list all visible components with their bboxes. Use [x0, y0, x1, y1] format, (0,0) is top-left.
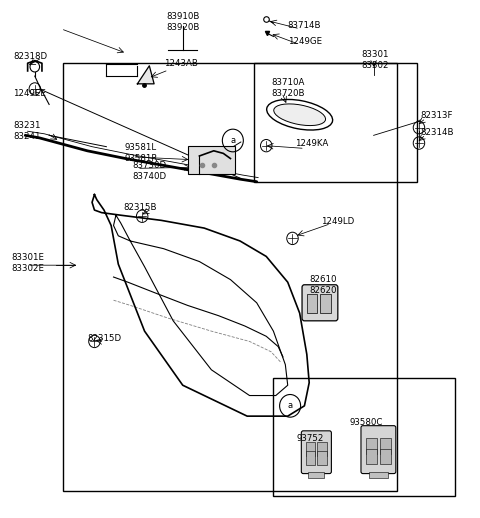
Bar: [317, 451, 327, 465]
Text: 93580C: 93580C: [350, 419, 383, 427]
Bar: [307, 294, 317, 313]
Bar: [306, 442, 315, 456]
Bar: [369, 471, 388, 478]
FancyBboxPatch shape: [301, 431, 331, 473]
Bar: [188, 146, 235, 174]
Bar: [380, 438, 391, 454]
Bar: [254, 63, 417, 182]
Text: 1249LD: 1249LD: [321, 218, 354, 226]
Ellipse shape: [274, 104, 325, 125]
Bar: [274, 378, 455, 496]
Text: a: a: [230, 136, 235, 145]
Text: 82318D: 82318D: [13, 52, 48, 61]
Text: 82610
82620: 82610 82620: [309, 275, 336, 295]
Bar: [366, 449, 377, 464]
Text: 1249EE: 1249EE: [13, 89, 46, 97]
FancyBboxPatch shape: [361, 426, 396, 473]
Text: 83730D
83740D: 83730D 83740D: [132, 162, 167, 181]
Bar: [306, 451, 315, 465]
Text: 82315D: 82315D: [87, 334, 121, 343]
Bar: [63, 63, 397, 491]
Text: 83231
83241: 83231 83241: [13, 121, 41, 141]
FancyBboxPatch shape: [302, 285, 338, 321]
Bar: [380, 449, 391, 464]
Bar: [366, 438, 377, 454]
Polygon shape: [137, 66, 154, 84]
Text: 83301E
83302E: 83301E 83302E: [11, 253, 44, 273]
Bar: [317, 442, 327, 456]
Text: 1243AB: 1243AB: [164, 59, 197, 68]
Text: 93752: 93752: [296, 434, 324, 443]
Text: 83714B: 83714B: [288, 21, 321, 30]
Text: 83910B
83920B: 83910B 83920B: [166, 12, 199, 32]
Text: 82313F: 82313F: [420, 111, 453, 120]
Text: a: a: [288, 401, 293, 410]
Text: 82314B: 82314B: [420, 128, 454, 137]
Text: 1249KA: 1249KA: [295, 139, 328, 148]
Bar: [320, 294, 331, 313]
Text: 83710A
83720B: 83710A 83720B: [271, 78, 304, 98]
Text: 1249GE: 1249GE: [288, 37, 322, 46]
Bar: [309, 471, 324, 478]
Text: 93581L
93581R: 93581L 93581R: [124, 143, 158, 163]
Text: 82315B: 82315B: [123, 203, 156, 212]
Text: 83301
83302: 83301 83302: [362, 50, 389, 69]
